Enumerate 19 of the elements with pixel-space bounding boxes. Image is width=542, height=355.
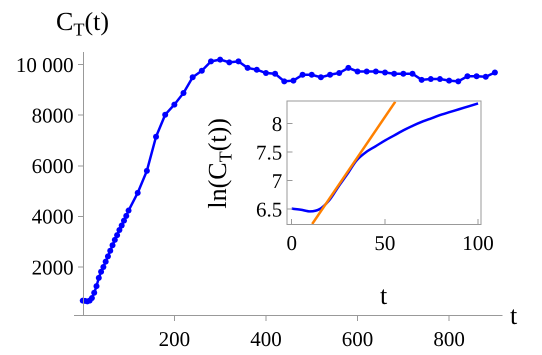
y-tick-label: 8: [272, 112, 282, 136]
x-tick-label: 100: [462, 231, 494, 256]
y-axis-title: C$_{T}$(t): [56, 7, 110, 40]
y-tick-label: 10 000: [16, 52, 74, 77]
x-tick-label: 50: [374, 231, 396, 256]
y-tick-label: 7: [272, 168, 282, 193]
x-tick-label: 400: [250, 327, 282, 352]
x-axis-title: t: [510, 301, 518, 330]
x-tick-label: 200: [158, 327, 190, 352]
x-tick-label: 600: [342, 327, 374, 352]
y-tick-label: 4000: [32, 204, 74, 229]
y-tick-label: 6000: [32, 154, 74, 178]
y-tick-label: 6.5: [256, 197, 282, 222]
x-tick-label: 800: [433, 327, 465, 352]
y-tick-label: 2000: [32, 255, 74, 280]
y-tick-label: 7.5: [256, 140, 282, 164]
y-tick-label: 8000: [32, 104, 74, 128]
x-axis-title: t: [380, 281, 388, 310]
x-tick-label: 0: [286, 231, 297, 256]
